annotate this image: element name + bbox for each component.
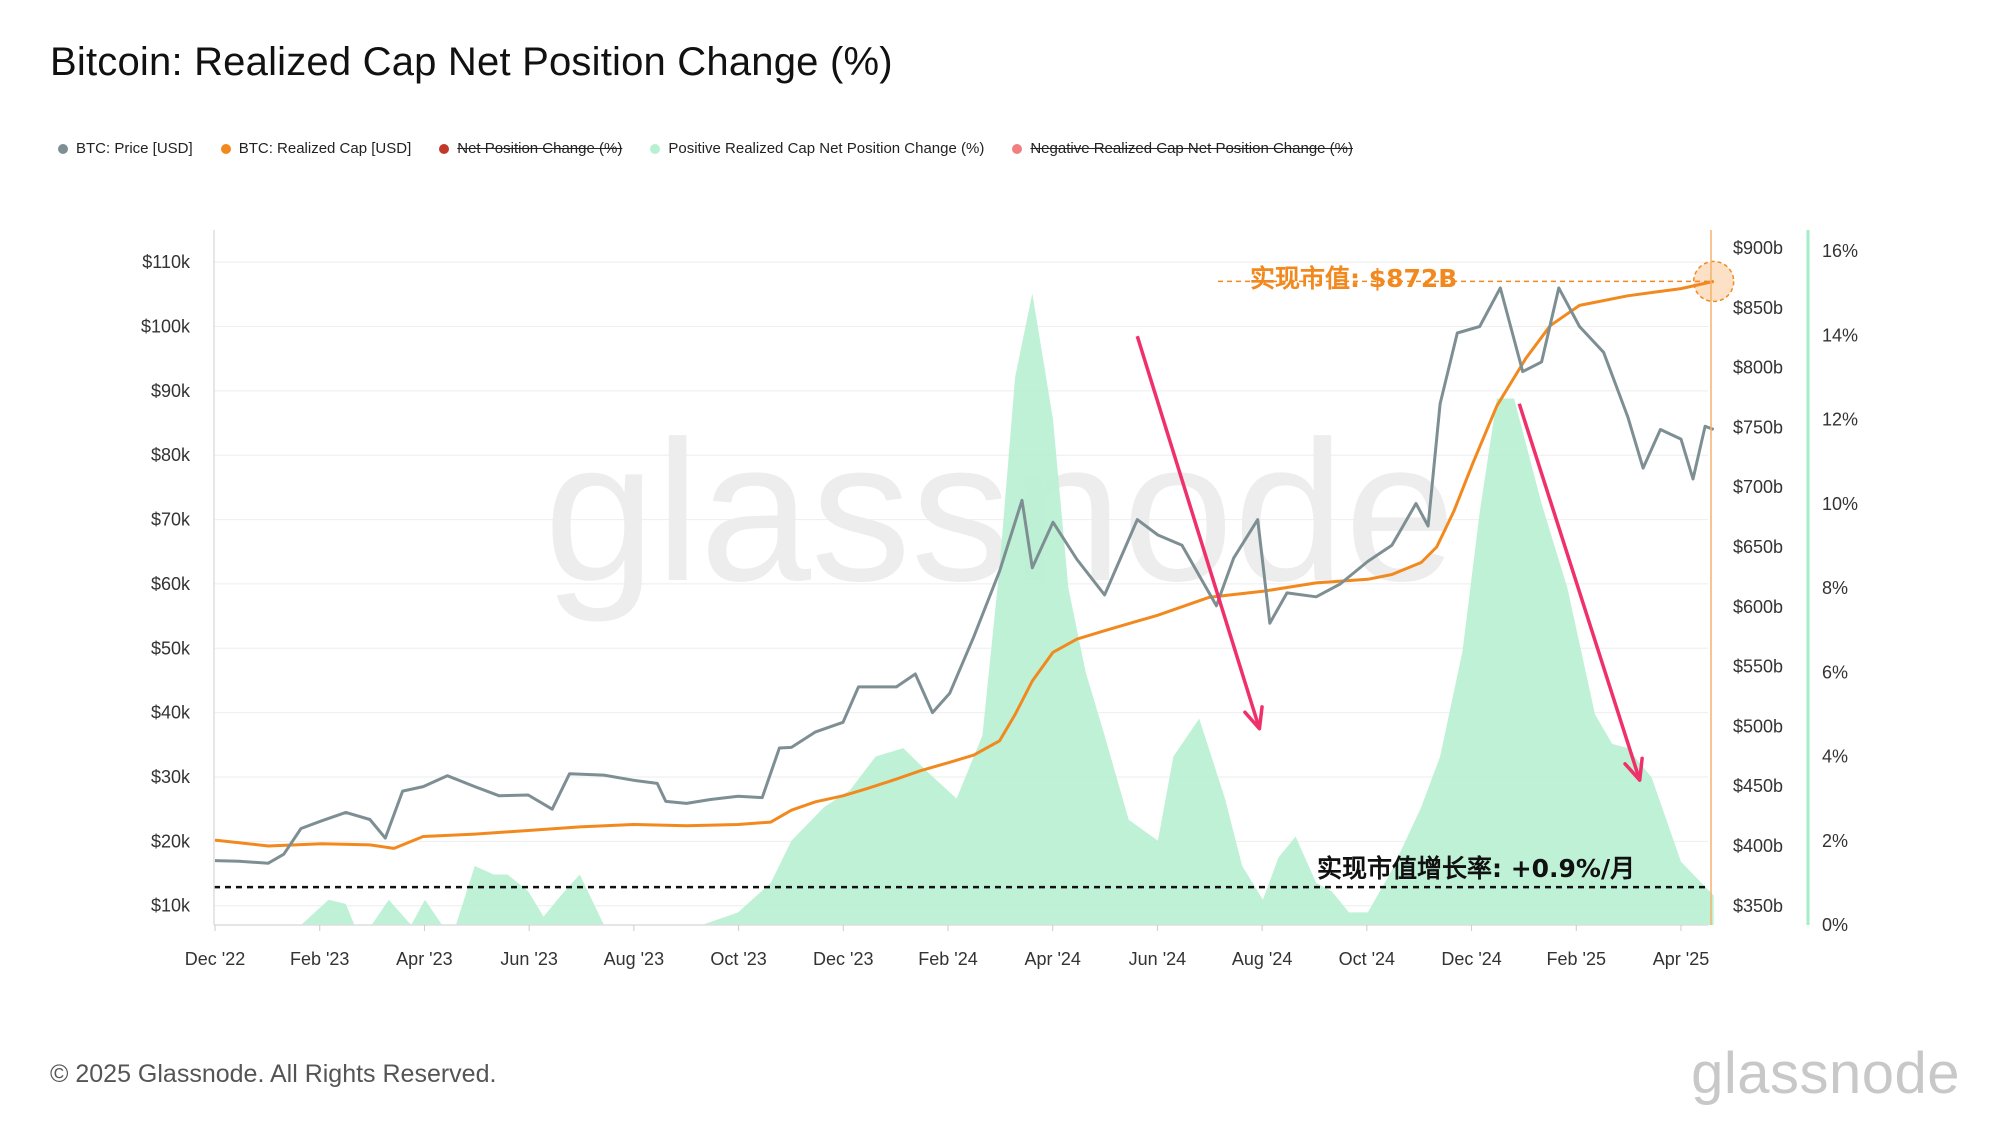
x-tick-12: Dec '24 [1441,949,1501,969]
legend-item-positive-change[interactable]: Positive Realized Cap Net Position Chang… [650,140,984,157]
y-mid-tick-1: $400b [1733,836,1783,856]
y-left-tick-2: $30k [151,767,191,787]
trend-arrow-1 [1135,335,1262,730]
x-tick-3: Jun '23 [500,949,557,969]
x-tick-14: Apr '25 [1653,949,1709,969]
y-left-tick-6: $70k [151,510,191,530]
y-mid-tick-4: $550b [1733,657,1783,677]
legend-item-realized-cap[interactable]: BTC: Realized Cap [USD] [220,140,412,157]
y-left-tick-10: $110k [142,252,191,272]
legend-label-positive-change: Positive Realized Cap Net Position Chang… [668,140,985,157]
y-left-tick-1: $20k [151,831,191,851]
realized-cap-line-layer [214,279,1715,850]
realized-cap-annotation: 实现市值: $872B [1250,264,1457,293]
y-left-tick-4: $50k [151,638,191,658]
y-mid-tick-3: $500b [1733,716,1783,736]
x-tick-6: Dec '23 [813,949,873,969]
y-right-tick-4: 8% [1822,578,1848,598]
arrows-layer [1135,335,1644,782]
y-mid-tick-2: $450b [1733,776,1783,796]
y-right-tick-3: 6% [1822,662,1848,682]
growth-rate-annotation: 实现市值增长率: +0.9%/月 [1317,854,1635,883]
annotations-layer: 实现市值: $872B 实现市值增长率: +0.9%/月 [1218,260,1735,883]
trend-arrow-head-2 [1623,756,1644,782]
y-mid-tick-6: $650b [1733,537,1783,557]
y-left-tick-8: $90k [151,381,191,401]
price-line-layer [214,286,1715,865]
y-right-tick-7: 14% [1822,325,1858,345]
price-line [214,286,1715,865]
legend-dot-positive-change [650,143,661,154]
y-right-tick-8: 16% [1822,241,1858,261]
y-mid-tick-5: $600b [1733,597,1783,617]
realized-cap-highlight-circle [1692,260,1735,303]
legend-label-negative-change: Negative Realized Cap Net Position Chang… [1030,140,1354,157]
legend-label-price: BTC: Price [USD] [76,140,193,157]
y-mid-tick-9: $800b [1733,358,1783,378]
x-tick-10: Aug '24 [1232,949,1293,969]
chart-legend: BTC: Price [USD] BTC: Realized Cap [USD]… [58,140,1353,157]
x-tick-7: Feb '24 [918,949,977,969]
x-tick-4: Aug '23 [604,949,665,969]
y-left-tick-0: $10k [151,896,191,916]
positive-change-area-layer [215,293,1714,925]
x-tick-0: Dec '22 [185,949,245,969]
y-left-tick-3: $40k [151,703,191,723]
legend-label-net-position-change: Net Position Change (%) [457,140,623,157]
y-right-tick-0: 0% [1822,915,1848,935]
x-tick-5: Oct '23 [710,949,766,969]
y-right-tick-6: 12% [1822,410,1858,430]
trend-arrow-2 [1517,403,1642,781]
x-tick-1: Feb '23 [290,949,349,969]
y-right-tick-1: 2% [1822,831,1848,851]
y-mid-tick-8: $750b [1733,417,1783,437]
legend-item-negative-change[interactable]: Negative Realized Cap Net Position Chang… [1012,140,1353,157]
y-mid-tick-10: $850b [1733,298,1783,318]
y-right-tick-5: 10% [1822,494,1858,514]
y-mid-tick-11: $900b [1733,238,1783,258]
brand-logo: glassnode [1691,1041,1960,1106]
footer-copyright: © 2025 Glassnode. All Rights Reserved. [50,1060,497,1088]
y-mid-tick-0: $350b [1733,896,1783,916]
y-mid-tick-7: $700b [1733,477,1783,497]
legend-dot-realized-cap [220,143,231,154]
y-left-tick-7: $80k [151,445,191,465]
realized-cap-line [214,279,1715,850]
chart-title: Bitcoin: Realized Cap Net Position Chang… [50,40,893,84]
legend-label-realized-cap: BTC: Realized Cap [USD] [238,140,412,157]
axes-layer: $10k $20k $30k $40k $50k $60k $70k $80k $90k $100… [141,230,1858,969]
trend-arrow-head-1 [1243,705,1264,731]
legend-item-net-position-change[interactable]: Net Position Change (%) [439,140,622,157]
legend-dot-price [58,143,68,154]
x-tick-2: Apr '23 [396,949,452,969]
y-right-tick-2: 4% [1822,747,1848,767]
y-left-tick-5: $60k [151,574,191,594]
x-tick-8: Apr '24 [1024,949,1080,969]
legend-item-price[interactable]: BTC: Price [USD] [58,140,193,157]
positive-change-area [215,293,1714,925]
x-tick-13: Feb '25 [1547,949,1606,969]
legend-dot-net-position-change [439,143,450,154]
y-left-tick-9: $100k [141,317,191,337]
legend-dot-negative-change [1012,143,1023,154]
x-tick-9: Jun '24 [1129,949,1186,969]
x-tick-11: Oct '24 [1339,949,1395,969]
